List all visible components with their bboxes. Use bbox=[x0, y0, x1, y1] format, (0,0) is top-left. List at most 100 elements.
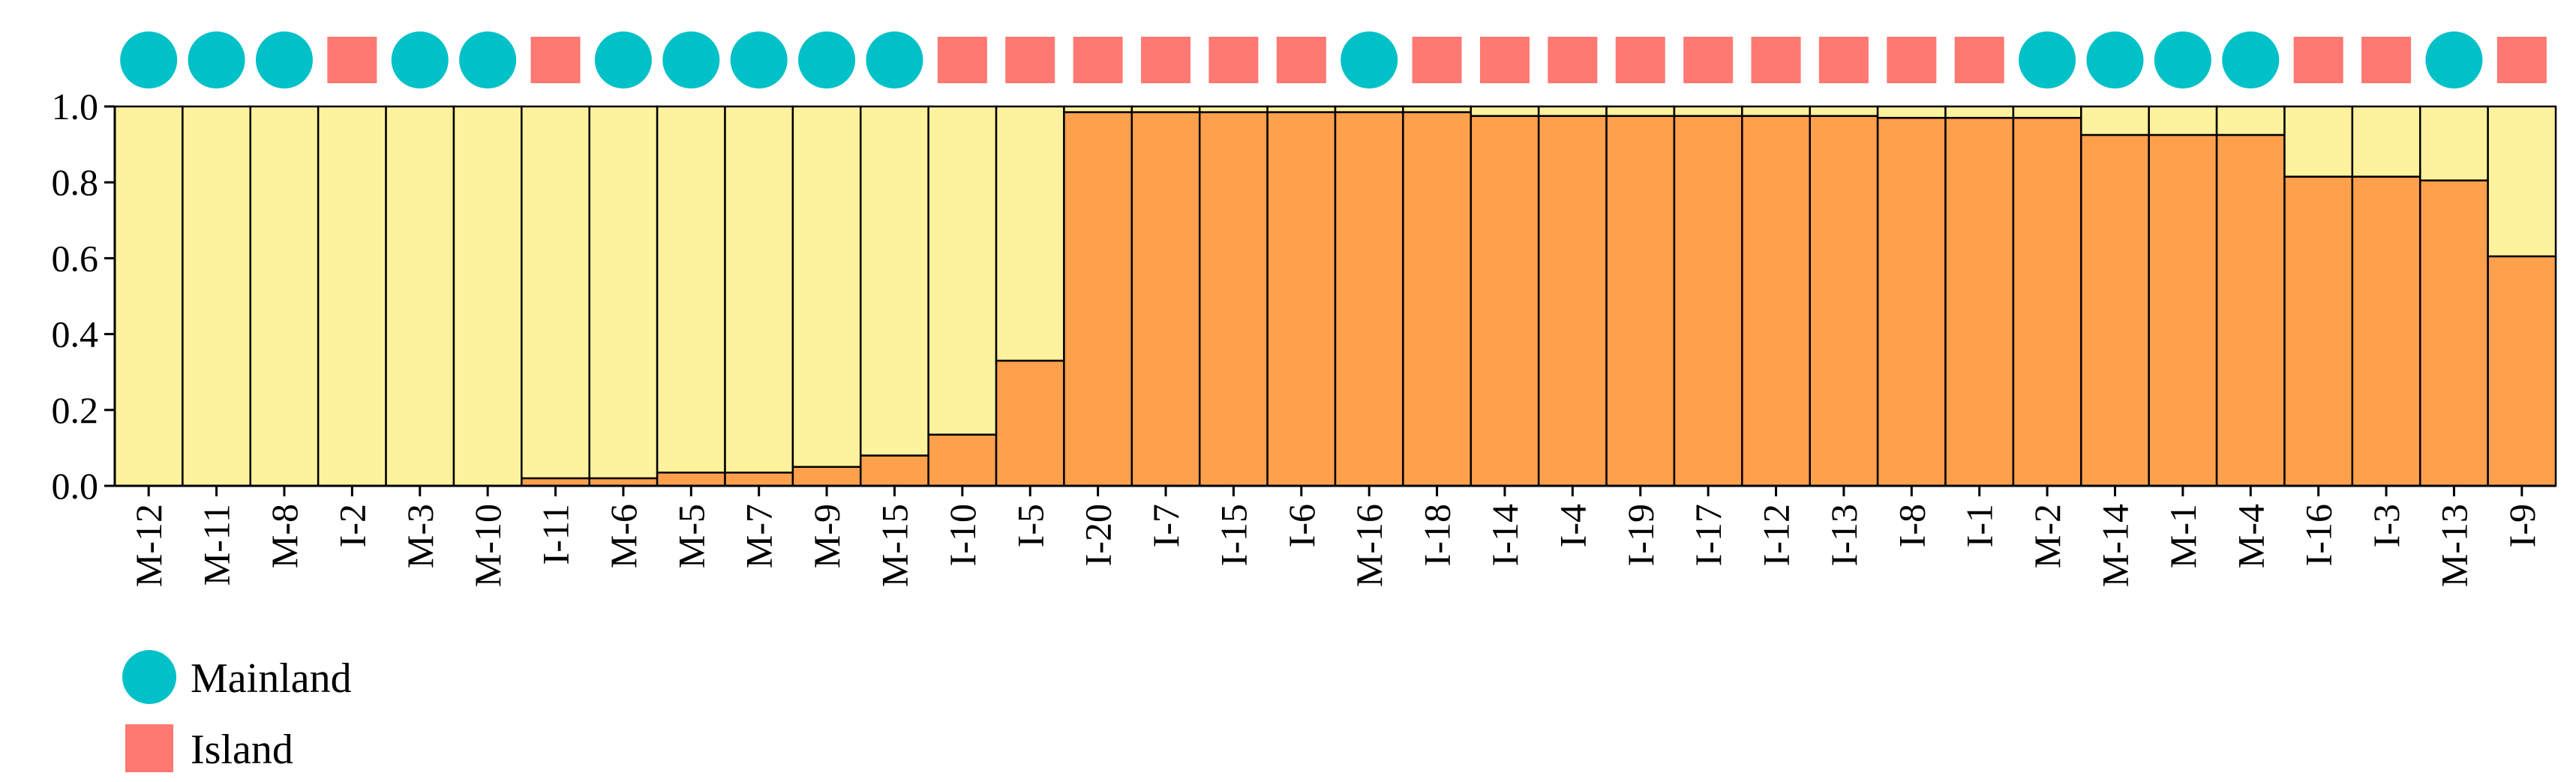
island-marker bbox=[1412, 37, 1462, 83]
bar-segment bbox=[860, 105, 929, 457]
bar-segment bbox=[1605, 115, 1676, 487]
mainland-marker bbox=[798, 31, 856, 88]
bar-segment bbox=[182, 105, 252, 487]
x-tick-label: I-14 bbox=[1484, 504, 1526, 566]
island-marker bbox=[1683, 37, 1734, 83]
bar-segment bbox=[2148, 105, 2218, 136]
island-marker bbox=[530, 37, 581, 83]
legend-mainland-icon bbox=[122, 650, 176, 704]
x-tick-label: M-2 bbox=[2026, 504, 2068, 568]
island-marker bbox=[327, 37, 377, 83]
y-tick-label: 0.6 bbox=[52, 237, 99, 279]
bar-segment bbox=[1944, 105, 2015, 119]
mainland-marker bbox=[662, 31, 720, 88]
bar-segment bbox=[1741, 105, 1811, 117]
bar-segment bbox=[1470, 115, 1540, 487]
y-tick-label: 0.0 bbox=[52, 465, 99, 507]
mainland-marker bbox=[866, 31, 923, 88]
mainland-marker bbox=[2019, 31, 2076, 88]
island-marker bbox=[1479, 37, 1530, 83]
x-tick-label: M-14 bbox=[2094, 504, 2136, 587]
island-marker bbox=[1073, 37, 1123, 83]
bar-segment bbox=[521, 477, 590, 487]
x-axis-labels: M-12 M-11 M-8 I-2 M-3 M-10 I-11 M-6 M-5 M-7 M-9 M-1… bbox=[128, 486, 2543, 587]
bar-segment bbox=[1470, 105, 1540, 117]
bar-segment bbox=[2283, 175, 2354, 487]
bar-segment bbox=[860, 454, 929, 487]
bar-segment bbox=[385, 105, 455, 487]
mainland-marker bbox=[594, 31, 652, 88]
island-marker bbox=[1751, 37, 1801, 83]
x-tick-label: M-3 bbox=[399, 504, 441, 568]
bar-segment bbox=[1809, 115, 1879, 487]
bar-segment bbox=[1063, 111, 1133, 487]
bar-segment bbox=[1063, 105, 1133, 113]
bar-segment bbox=[588, 105, 659, 480]
x-tick-label: M-8 bbox=[263, 504, 305, 568]
x-tick-label: I-15 bbox=[1212, 504, 1254, 566]
bar-segment bbox=[2418, 105, 2489, 181]
bar-segment bbox=[1198, 111, 1268, 487]
x-tick-label: M-12 bbox=[128, 504, 170, 587]
bars bbox=[113, 105, 2557, 487]
x-tick-label: I-1 bbox=[1959, 504, 2001, 547]
x-tick-label: I-2 bbox=[331, 504, 373, 547]
island-marker bbox=[2496, 37, 2547, 83]
mainland-marker bbox=[255, 31, 313, 88]
bar-segment bbox=[2351, 105, 2421, 178]
x-tick-label: I-19 bbox=[1620, 504, 1662, 566]
x-tick-label: M-13 bbox=[2433, 504, 2475, 587]
bar-segment bbox=[2215, 133, 2286, 487]
bar-segment bbox=[2012, 116, 2082, 487]
bar-segment bbox=[2012, 105, 2082, 119]
bar-segment bbox=[927, 105, 998, 436]
legend-label: Mainland bbox=[191, 655, 352, 702]
x-tick-label: M-5 bbox=[670, 504, 712, 568]
x-tick-label: I-13 bbox=[1823, 504, 1865, 566]
x-tick-label: I-5 bbox=[1009, 504, 1051, 547]
x-tick-label: M-9 bbox=[806, 504, 848, 568]
bar-segment bbox=[2148, 133, 2218, 487]
bar-segment bbox=[1537, 105, 1608, 117]
legend-island-icon bbox=[125, 724, 173, 772]
bar-segment bbox=[452, 105, 523, 487]
island-marker bbox=[1548, 37, 1598, 83]
mainland-marker bbox=[2425, 31, 2483, 88]
bar-segment bbox=[1198, 105, 1268, 113]
x-tick-label: I-9 bbox=[2501, 504, 2543, 547]
island-marker bbox=[937, 37, 987, 83]
bar-segment bbox=[1605, 105, 1676, 117]
bar-segment bbox=[2351, 175, 2421, 487]
bar-segment bbox=[113, 105, 184, 487]
x-tick-label: M-6 bbox=[602, 504, 644, 568]
mainland-marker bbox=[1341, 31, 1398, 88]
island-marker bbox=[1887, 37, 1937, 83]
bar-segment bbox=[521, 105, 590, 480]
bar-segment bbox=[2487, 105, 2557, 258]
bar-segment bbox=[2418, 179, 2489, 487]
x-tick-label: I-3 bbox=[2365, 504, 2407, 547]
group-markers bbox=[120, 31, 2547, 88]
bar-segment bbox=[1334, 105, 1404, 113]
mainland-marker bbox=[2086, 31, 2144, 88]
y-tick-label: 1.0 bbox=[52, 85, 99, 127]
x-tick-label: I-20 bbox=[1077, 504, 1119, 566]
bar-segment bbox=[927, 433, 998, 487]
bar-segment bbox=[1741, 115, 1811, 487]
bar-segment bbox=[1537, 115, 1608, 487]
bar-segment bbox=[2080, 133, 2150, 487]
bar-segment bbox=[1673, 115, 1743, 487]
x-tick-label: I-6 bbox=[1280, 504, 1323, 547]
island-marker bbox=[1276, 37, 1326, 83]
island-marker bbox=[1208, 37, 1259, 83]
x-tick-label: M-16 bbox=[1348, 504, 1390, 587]
x-tick-label: I-7 bbox=[1145, 504, 1187, 547]
island-marker bbox=[1141, 37, 1191, 83]
bar-segment bbox=[1130, 105, 1201, 113]
mainland-marker bbox=[188, 31, 245, 88]
y-tick-label: 0.4 bbox=[52, 313, 99, 355]
bar-segment bbox=[588, 477, 659, 487]
bar-segment bbox=[249, 105, 320, 487]
bar-segment bbox=[656, 472, 726, 487]
